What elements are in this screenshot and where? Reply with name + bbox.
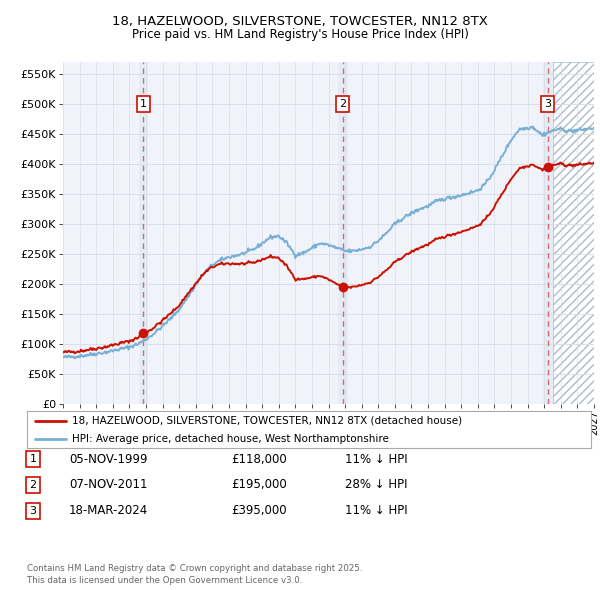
- Text: 28% ↓ HPI: 28% ↓ HPI: [345, 478, 407, 491]
- Text: HPI: Average price, detached house, West Northamptonshire: HPI: Average price, detached house, West…: [72, 434, 389, 444]
- Text: 18, HAZELWOOD, SILVERSTONE, TOWCESTER, NN12 8TX (detached house): 18, HAZELWOOD, SILVERSTONE, TOWCESTER, N…: [72, 415, 462, 425]
- Text: 11% ↓ HPI: 11% ↓ HPI: [345, 453, 407, 466]
- Bar: [543, 62, 553, 404]
- Text: Contains HM Land Registry data © Crown copyright and database right 2025.
This d: Contains HM Land Registry data © Crown c…: [27, 565, 362, 585]
- Text: 1: 1: [29, 454, 37, 464]
- Text: 3: 3: [544, 99, 551, 109]
- Text: 18-MAR-2024: 18-MAR-2024: [69, 504, 148, 517]
- Text: £195,000: £195,000: [231, 478, 287, 491]
- Text: 3: 3: [29, 506, 37, 516]
- Text: 18, HAZELWOOD, SILVERSTONE, TOWCESTER, NN12 8TX: 18, HAZELWOOD, SILVERSTONE, TOWCESTER, N…: [112, 15, 488, 28]
- Text: Price paid vs. HM Land Registry's House Price Index (HPI): Price paid vs. HM Land Registry's House …: [131, 28, 469, 41]
- Bar: [553, 62, 594, 404]
- Bar: [338, 62, 347, 404]
- Text: 2: 2: [29, 480, 37, 490]
- Bar: [139, 62, 148, 404]
- Bar: [553, 62, 594, 404]
- Text: 05-NOV-1999: 05-NOV-1999: [69, 453, 148, 466]
- Text: 07-NOV-2011: 07-NOV-2011: [69, 478, 148, 491]
- Text: 11% ↓ HPI: 11% ↓ HPI: [345, 504, 407, 517]
- Text: £118,000: £118,000: [231, 453, 287, 466]
- Text: 1: 1: [140, 99, 147, 109]
- Text: 2: 2: [339, 99, 346, 109]
- Text: £395,000: £395,000: [231, 504, 287, 517]
